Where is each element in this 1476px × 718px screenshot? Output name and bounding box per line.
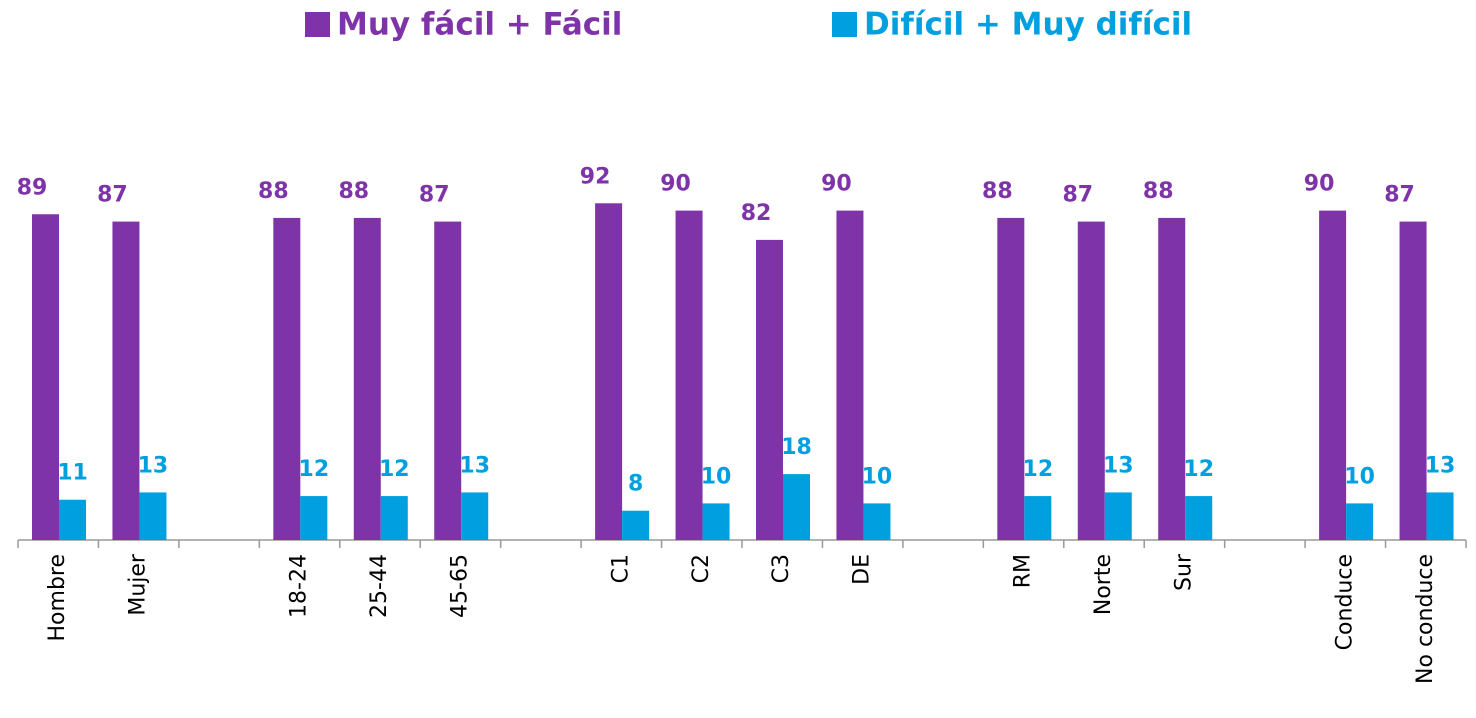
x-tick-label: C1 <box>608 554 633 583</box>
x-tick-label: 45-65 <box>447 554 472 618</box>
bar <box>461 492 489 540</box>
data-label: 88 <box>1143 179 1174 204</box>
legend-label: Difícil + Muy difícil <box>864 7 1192 43</box>
bar <box>1185 496 1213 540</box>
data-label: 8 <box>628 472 643 497</box>
x-tick-label: Hombre <box>45 554 70 642</box>
x-tick-label: Norte <box>1091 554 1116 615</box>
bar <box>1399 221 1427 540</box>
data-label: 87 <box>419 183 450 208</box>
data-label: 13 <box>1425 453 1456 478</box>
data-label: 90 <box>821 172 852 197</box>
bar <box>1104 492 1132 540</box>
data-label: 12 <box>1023 457 1054 482</box>
data-label: 88 <box>982 179 1013 204</box>
data-label: 10 <box>1344 464 1375 489</box>
data-label: 88 <box>338 179 369 204</box>
bar <box>1319 210 1347 540</box>
data-label: 89 <box>17 175 48 200</box>
bar <box>595 203 623 540</box>
bar <box>1346 503 1374 540</box>
bar <box>1426 492 1454 540</box>
bar <box>756 239 783 540</box>
x-tick-label: 25-44 <box>367 554 392 618</box>
x-tick-label: Conduce <box>1332 554 1357 650</box>
data-label: 13 <box>459 453 490 478</box>
bar <box>434 221 462 540</box>
x-tick-label: C2 <box>689 554 714 583</box>
bar <box>997 217 1025 541</box>
data-label: 88 <box>258 179 289 204</box>
data-label: 87 <box>1384 183 1415 208</box>
data-label: 12 <box>299 457 330 482</box>
bar <box>836 210 864 540</box>
data-label: 92 <box>580 164 611 189</box>
bar <box>622 510 650 540</box>
bar <box>783 474 810 540</box>
legend-label: Muy fácil + Fácil <box>337 7 622 43</box>
x-tick-label: DE <box>850 554 875 585</box>
bar <box>1077 221 1105 540</box>
data-label: 12 <box>379 457 410 482</box>
bar <box>139 492 167 540</box>
data-label: 10 <box>701 464 732 489</box>
data-label: 87 <box>1062 183 1093 208</box>
bar <box>863 503 891 540</box>
data-label: 18 <box>781 435 812 460</box>
data-label: 13 <box>1103 453 1134 478</box>
x-tick-label: RM <box>1011 554 1036 588</box>
legend-swatch <box>305 12 330 37</box>
data-label: 12 <box>1183 457 1214 482</box>
data-label: 87 <box>97 183 128 208</box>
data-label: 11 <box>57 461 88 486</box>
data-label: 90 <box>1304 172 1335 197</box>
x-tick-label: 18-24 <box>287 554 312 618</box>
data-label: 13 <box>138 453 169 478</box>
bar <box>300 496 328 540</box>
x-tick-label: Mujer <box>126 553 151 616</box>
x-tick-label: Sur <box>1171 553 1196 591</box>
data-label: 90 <box>660 172 691 197</box>
bar <box>702 503 730 540</box>
data-label: 82 <box>741 201 772 226</box>
bar <box>112 221 140 540</box>
bar <box>380 496 408 540</box>
bar <box>59 499 86 540</box>
bar <box>273 217 301 541</box>
x-tick-label: C3 <box>769 554 794 583</box>
legend-swatch <box>832 12 857 37</box>
x-tick-label: No conduce <box>1413 554 1438 684</box>
bar <box>1158 217 1186 541</box>
bar <box>1024 496 1052 540</box>
bar <box>675 210 703 540</box>
data-label: 10 <box>862 464 893 489</box>
bar <box>32 214 59 540</box>
bar <box>353 217 381 541</box>
